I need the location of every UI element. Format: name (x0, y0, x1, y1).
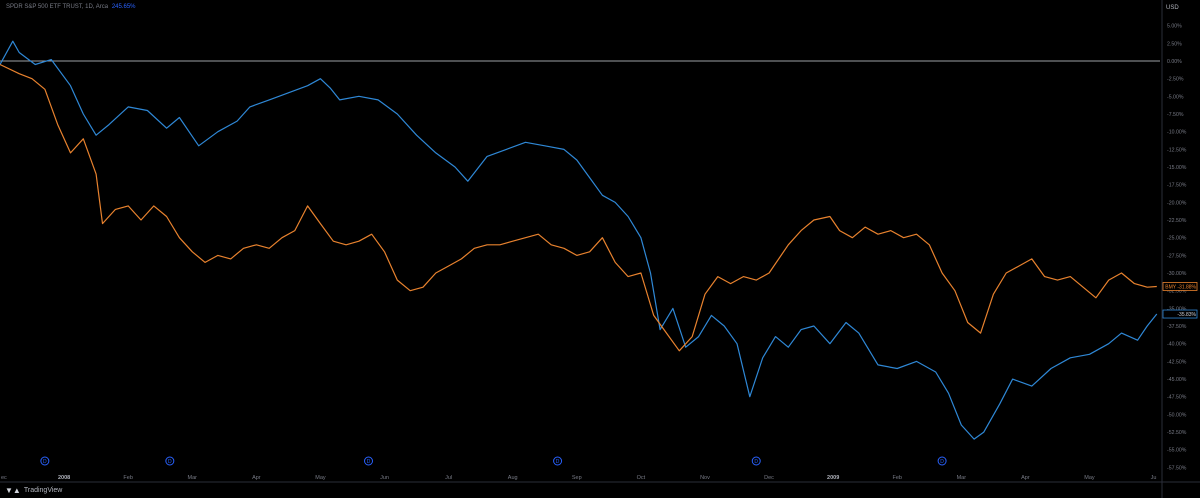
x-tick-label: Jul (445, 475, 452, 481)
legend-title: SPDR S&P 500 ETF TRUST, 1D, Arca (6, 4, 109, 10)
y-tick-label: -25.00% (1167, 236, 1187, 242)
dividend-marker-icon[interactable] (364, 456, 374, 466)
x-tick-label: Feb (892, 475, 901, 481)
y-tick-label: -22.50% (1167, 218, 1187, 224)
dividend-marker-glyph: D (367, 459, 371, 465)
tradingview-logo-icon: ▼▲ (5, 486, 21, 495)
y-tick-label: -45.00% (1167, 377, 1187, 383)
y-tick-label: -42.50% (1167, 359, 1187, 365)
y-tick-label: -7.50% (1167, 112, 1184, 118)
y-tick-label: 2.50% (1167, 41, 1182, 47)
y-tick-label: 5.00% (1167, 24, 1182, 30)
dividend-marker-glyph: D (43, 459, 47, 465)
last-value-label-0: -35.83% (1177, 312, 1196, 318)
y-tick-label: -35.00% (1167, 306, 1187, 312)
dividend-marker-icon[interactable] (40, 456, 50, 466)
y-tick-label: -5.00% (1167, 94, 1184, 100)
y-tick-label: -30.00% (1167, 271, 1187, 277)
y-tick-label: -17.50% (1167, 183, 1187, 189)
y-tick-label: -20.00% (1167, 200, 1187, 206)
time-axis[interactable]: ec 2008 Feb Mar Apr May Jun Jul Aug Sep Oct Nov Dec 2… (1, 475, 1156, 481)
y-tick-label: -15.00% (1167, 165, 1187, 171)
brand-footer[interactable]: ▼▲ TradingView (5, 486, 62, 495)
x-tick-label: 2009 (827, 475, 839, 481)
currency-label[interactable]: USD (1166, 5, 1179, 11)
series-line-1[interactable] (0, 63, 1157, 352)
x-tick-label: Apr (1021, 475, 1030, 481)
y-tick-label: -50.00% (1167, 412, 1187, 418)
y-tick-label: -52.50% (1167, 430, 1187, 436)
x-tick-label: May (1084, 475, 1095, 481)
x-tick-label: Mar (957, 475, 967, 481)
x-tick-label: Oct (637, 475, 646, 481)
last-value-badge-0 (1162, 309, 1198, 319)
y-tick-label: 0.00% (1167, 59, 1182, 65)
y-tick-label: -27.50% (1167, 253, 1187, 259)
brand-label: TradingView (23, 487, 63, 494)
x-tick-label: Jun (380, 475, 389, 481)
x-tick-label: Mar (188, 475, 198, 481)
dividend-marker-glyph: D (168, 459, 172, 465)
dividend-marker-glyph: D (754, 459, 758, 465)
x-tick-label-left: ec (1, 475, 7, 481)
y-tick-label: -2.50% (1167, 77, 1184, 83)
price-axis[interactable]: 5.00% 2.50% 0.00% -2.50% -5.00% -7.50% -10.00%… (1162, 24, 1198, 472)
dividend-marker-icon[interactable] (937, 456, 947, 466)
dividend-marker-icon[interactable] (165, 456, 175, 466)
x-tick-label: Aug (508, 475, 518, 481)
dividend-marker-glyph: D (556, 459, 560, 465)
last-value-badge-1 (1162, 282, 1198, 291)
x-tick-label: Sep (572, 475, 582, 481)
y-tick-label: -40.00% (1167, 342, 1187, 348)
dividend-marker-glyph: D (940, 459, 944, 465)
y-tick-label: -47.50% (1167, 395, 1187, 401)
y-tick-label: -55.00% (1167, 448, 1187, 454)
x-tick-label: Feb (123, 475, 132, 481)
x-tick-label: May (315, 475, 326, 481)
legend-value: 245.65% (111, 4, 136, 10)
x-tick-label: Nov (700, 475, 710, 481)
dividend-marker-icon[interactable] (553, 456, 563, 466)
y-tick-label: -12.50% (1167, 147, 1187, 153)
series-line-0[interactable] (0, 40, 1158, 440)
y-tick-label: -37.50% (1167, 324, 1187, 330)
x-tick-label: 2008 (58, 475, 70, 481)
chart-legend[interactable]: SPDR S&P 500 ETF TRUST, 1D, Arca 245.65% (6, 4, 136, 10)
x-tick-label: Ju (1151, 475, 1157, 481)
y-tick-label: -10.00% (1167, 130, 1187, 136)
dividend-marker-icon[interactable] (751, 456, 761, 466)
x-tick-label: Dec (764, 475, 774, 481)
y-tick-label: -57.50% (1167, 465, 1187, 471)
last-value-label-1: BMY -31.88% (1165, 284, 1196, 290)
y-tick-label: -32.50% (1167, 289, 1187, 295)
x-tick-label: Apr (252, 475, 261, 481)
